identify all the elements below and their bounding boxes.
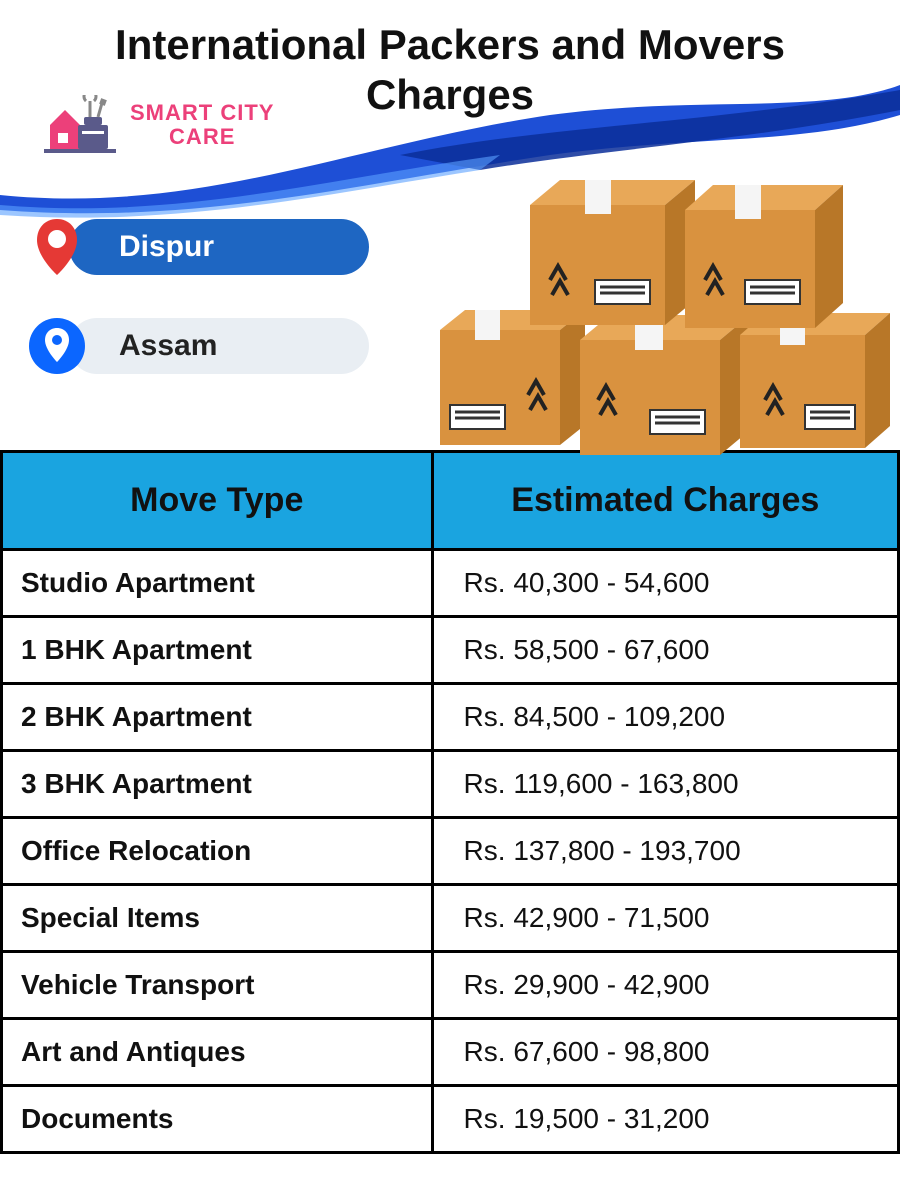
map-pin-circle-icon xyxy=(25,314,89,378)
table-row: Vehicle TransportRs. 29,900 - 42,900 xyxy=(2,952,899,1019)
location-block: Dispur Assam xyxy=(25,215,369,378)
charges-table: Move Type Estimated Charges Studio Apart… xyxy=(0,450,900,1154)
charge-cell: Rs. 19,500 - 31,200 xyxy=(432,1086,898,1153)
boxes-icon xyxy=(420,150,890,460)
charge-cell: Rs. 84,500 - 109,200 xyxy=(432,684,898,751)
table-row: 3 BHK ApartmentRs. 119,600 - 163,800 xyxy=(2,751,899,818)
city-row: Dispur xyxy=(25,215,369,279)
charge-cell: Rs. 42,900 - 71,500 xyxy=(432,885,898,952)
move-type-cell: Art and Antiques xyxy=(2,1019,433,1086)
table-row: Art and AntiquesRs. 67,600 - 98,800 xyxy=(2,1019,899,1086)
table-row: 1 BHK ApartmentRs. 58,500 - 67,600 xyxy=(2,617,899,684)
col-move-type: Move Type xyxy=(2,452,433,550)
state-pill: Assam xyxy=(69,318,369,374)
city-pill: Dispur xyxy=(69,219,369,275)
city-label: Dispur xyxy=(119,230,214,264)
move-type-cell: 2 BHK Apartment xyxy=(2,684,433,751)
move-type-cell: Office Relocation xyxy=(2,818,433,885)
table-row: Studio ApartmentRs. 40,300 - 54,600 xyxy=(2,550,899,617)
charge-cell: Rs. 40,300 - 54,600 xyxy=(432,550,898,617)
move-type-cell: Studio Apartment xyxy=(2,550,433,617)
state-row: Assam xyxy=(25,314,369,378)
move-type-cell: Documents xyxy=(2,1086,433,1153)
col-estimated-charges: Estimated Charges xyxy=(432,452,898,550)
charge-cell: Rs. 29,900 - 42,900 xyxy=(432,952,898,1019)
move-type-cell: 1 BHK Apartment xyxy=(2,617,433,684)
table-row: Special ItemsRs. 42,900 - 71,500 xyxy=(2,885,899,952)
table-row: 2 BHK ApartmentRs. 84,500 - 109,200 xyxy=(2,684,899,751)
map-pin-icon xyxy=(25,215,89,279)
move-type-cell: Vehicle Transport xyxy=(2,952,433,1019)
charge-cell: Rs. 119,600 - 163,800 xyxy=(432,751,898,818)
move-type-cell: Special Items xyxy=(2,885,433,952)
charge-cell: Rs. 58,500 - 67,600 xyxy=(432,617,898,684)
table-row: DocumentsRs. 19,500 - 31,200 xyxy=(2,1086,899,1153)
charge-cell: Rs. 137,800 - 193,700 xyxy=(432,818,898,885)
move-type-cell: 3 BHK Apartment xyxy=(2,751,433,818)
state-label: Assam xyxy=(119,329,217,363)
table-header-row: Move Type Estimated Charges xyxy=(2,452,899,550)
charge-cell: Rs. 67,600 - 98,800 xyxy=(432,1019,898,1086)
table-row: Office RelocationRs. 137,800 - 193,700 xyxy=(2,818,899,885)
